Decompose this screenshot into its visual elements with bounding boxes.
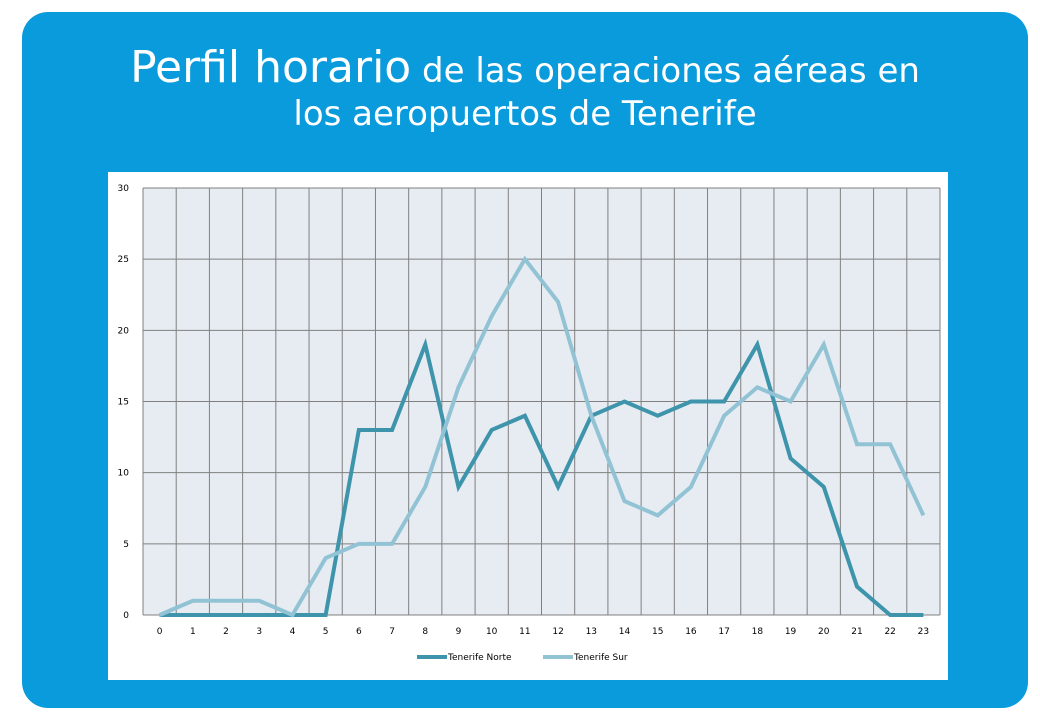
x-tick-label: 18	[752, 627, 764, 637]
x-tick-label: 9	[456, 627, 462, 637]
x-tick-label: 5	[323, 627, 329, 637]
y-tick-label: 25	[118, 255, 129, 265]
x-tick-label: 6	[356, 627, 362, 637]
legend-label: Tenerife Norte	[447, 653, 512, 663]
x-tick-label: 10	[486, 627, 498, 637]
legend-label: Tenerife Sur	[573, 653, 628, 663]
y-tick-label: 0	[123, 611, 129, 621]
page-title: Perfil horario de las operaciones aéreas…	[22, 42, 1028, 134]
title-part-1: Perfil horario	[130, 42, 412, 93]
y-tick-label: 15	[118, 398, 129, 408]
y-tick-label: 10	[118, 469, 130, 479]
title-line-2: los aeropuertos de Tenerife	[293, 93, 757, 134]
series-line-tenerife-norte	[159, 337, 924, 617]
x-tick-label: 21	[851, 627, 862, 637]
x-tick-label: 15	[652, 627, 663, 637]
x-tick-label: 13	[586, 627, 597, 637]
y-tick-label: 30	[118, 184, 130, 194]
y-tick-label: 20	[118, 326, 130, 336]
x-tick-label: 2	[223, 627, 229, 637]
x-tick-label: 19	[785, 627, 797, 637]
x-tick-label: 14	[619, 627, 631, 637]
x-tick-label: 8	[422, 627, 428, 637]
x-tick-label: 17	[718, 627, 729, 637]
chart-container: 0 5 10 15 20 25 30 0 1 2 3 4 5 6 7 8 9 10 11 12 13 14 15 16 17 18…	[108, 172, 948, 680]
x-tick-label: 1	[190, 627, 196, 637]
y-tick-label: 5	[123, 540, 129, 550]
x-tick-label: 11	[519, 627, 530, 637]
x-tick-label: 4	[290, 627, 296, 637]
x-tick-label: 16	[685, 627, 697, 637]
x-tick-label: 3	[256, 627, 262, 637]
title-part-2: de las operaciones aéreas en	[411, 51, 920, 91]
x-tick-label: 0	[157, 627, 163, 637]
x-tick-label: 23	[918, 627, 929, 637]
x-tick-label: 7	[389, 627, 395, 637]
x-tick-label: 20	[818, 627, 830, 637]
x-tick-label: 22	[884, 627, 895, 637]
series-line-tenerife-sur	[158, 255, 926, 618]
x-tick-label: 12	[552, 627, 563, 637]
